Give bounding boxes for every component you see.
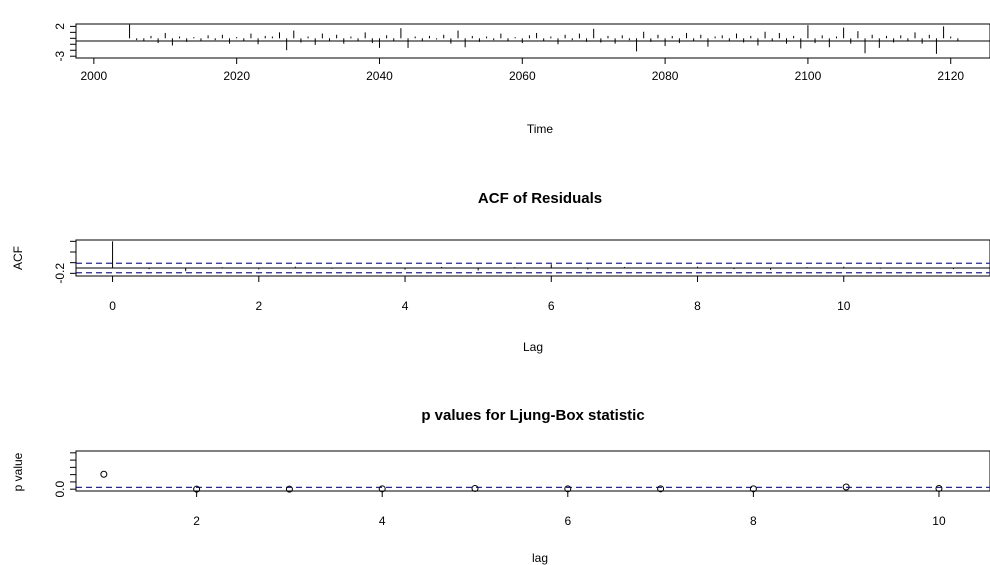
acf-panel: ACF of Residuals 0 2 4 6 8 10 -0.2 Lag ACF: [11, 190, 990, 354]
acf-x-axis: 0 2 4 6 8 10: [109, 275, 851, 313]
ljung-box-y-axis-title: p value: [11, 452, 25, 491]
ljung-box-point: [842, 483, 850, 491]
residuals-x-axis-title: Time: [527, 122, 554, 136]
ljung-box-point: [100, 470, 108, 478]
ljung-box-plot-frame: [75, 450, 990, 492]
residuals-panel: 2000 2020 2040 2060 2080 2100 2120 2 -3 Time: [53, 23, 990, 136]
residuals-y-tick-label: -3: [53, 51, 67, 62]
residuals-x-tick-label: 2120: [937, 69, 964, 83]
residuals-x-tick-label: 2000: [81, 69, 108, 83]
ljung-box-point: [285, 485, 293, 493]
acf-x-axis-title: Lag: [523, 340, 543, 354]
residuals-y-axis: 2 -3: [53, 23, 77, 62]
acf-bars: [112, 241, 954, 272]
residuals-spikes: [129, 24, 959, 54]
acf-x-tick-label: 0: [109, 299, 116, 313]
acf-x-tick-label: 6: [548, 299, 555, 313]
acf-x-tick-label: 8: [694, 299, 701, 313]
residuals-x-tick-label: 2020: [223, 69, 250, 83]
ljung-box-panel: p values for Ljung-Box statistic 2 4 6 8 10 …: [11, 407, 990, 565]
residuals-x-tick-label: 2080: [652, 69, 679, 83]
ljung-box-x-tick-label: 8: [750, 514, 757, 528]
ljung-box-panel-title: p values for Ljung-Box statistic: [421, 407, 644, 424]
ljung-box-x-tick-label: 6: [564, 514, 571, 528]
acf-plot-frame: [75, 239, 990, 277]
residuals-x-tick-label: 2040: [366, 69, 393, 83]
acf-y-axis-title: ACF: [11, 246, 25, 270]
ljung-box-x-axis-title: lag: [532, 551, 548, 565]
residuals-x-tick-label: 2060: [509, 69, 536, 83]
ljung-box-y-axis: 0.0: [53, 452, 77, 498]
acf-x-tick-label: 10: [837, 299, 851, 313]
ljung-box-points: [100, 470, 943, 493]
ljung-box-point: [657, 485, 665, 493]
residuals-x-axis: 2000 2020 2040 2060 2080 2100 2120: [81, 57, 964, 83]
ljung-box-y-tick-label: 0.0: [53, 481, 67, 498]
residuals-y-tick-label: 2: [53, 23, 67, 30]
acf-x-tick-label: 4: [402, 299, 409, 313]
acf-y-tick-label: -0.2: [53, 263, 67, 284]
residuals-x-tick-label: 2100: [795, 69, 822, 83]
ljung-box-x-tick-label: 10: [932, 514, 946, 528]
acf-x-tick-label: 2: [255, 299, 262, 313]
ljung-box-x-axis: 2 4 6 8 10: [193, 490, 946, 528]
acf-panel-title: ACF of Residuals: [478, 190, 602, 207]
ljung-box-x-tick-label: 4: [379, 514, 386, 528]
ljung-box-x-tick-label: 2: [193, 514, 200, 528]
acf-y-axis: -0.2: [53, 240, 77, 284]
